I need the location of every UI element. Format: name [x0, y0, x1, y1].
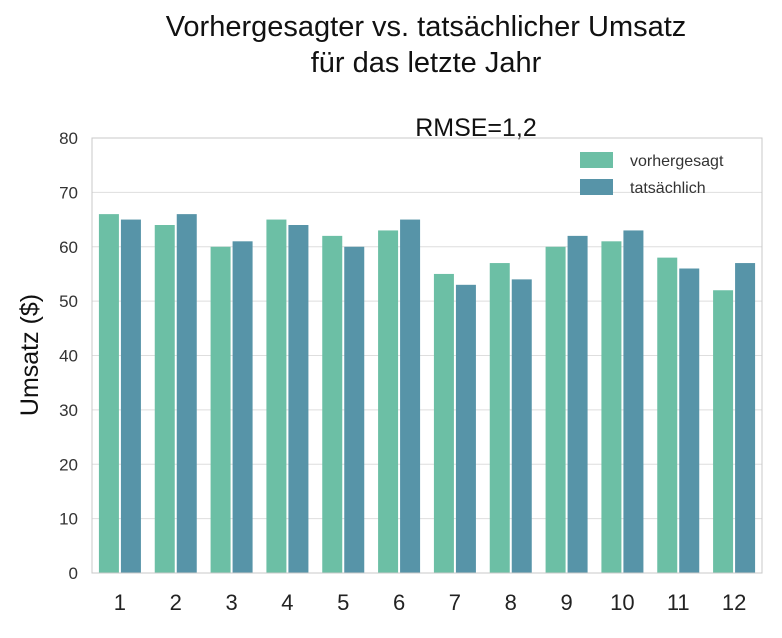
bar-actual-5: [344, 246, 365, 573]
bar-actual-1: [120, 219, 141, 573]
bar-predicted-2: [154, 225, 175, 573]
x-tick-label: 1: [114, 590, 126, 615]
y-tick-labels: 0 10 20 30 40 50 60 70 80: [59, 129, 78, 583]
y-tick-label: 60: [59, 238, 78, 257]
x-tick-label: 6: [393, 590, 405, 615]
y-tick-label: 50: [59, 292, 78, 311]
chart-title-line-1: Vorhergesagter vs. tatsächlicher Umsatz: [166, 11, 687, 43]
y-tick-label: 20: [59, 455, 78, 474]
x-tick-label: 9: [560, 590, 572, 615]
y-axis-label: Umsatz ($): [16, 294, 44, 416]
bar-actual-10: [623, 230, 644, 573]
bar-predicted-4: [266, 219, 287, 573]
bar-actual-7: [455, 284, 476, 573]
x-tick-label: 12: [722, 590, 746, 615]
rmse-annotation: RMSE=1,2: [415, 114, 537, 142]
bar-actual-6: [400, 219, 421, 573]
x-tick-label: 5: [337, 590, 349, 615]
y-tick-label: 70: [59, 183, 78, 202]
bar-predicted-6: [378, 230, 399, 573]
bar-predicted-11: [657, 257, 678, 573]
y-tick-label: 0: [69, 564, 78, 583]
bars: [98, 214, 756, 573]
y-tick-label: 80: [59, 129, 78, 148]
bar-predicted-9: [545, 246, 566, 573]
x-tick-label: 7: [449, 590, 461, 615]
bar-predicted-3: [210, 246, 231, 573]
bar-actual-2: [176, 214, 197, 573]
x-tick-label: 10: [610, 590, 634, 615]
legend-label-actual: tatsächlich: [630, 180, 706, 197]
chart-title-line-2: für das letzte Jahr: [311, 47, 542, 79]
bar-actual-11: [679, 268, 700, 573]
x-tick-labels: 1 2 3 4 5 6 7 8 9 10 11 12: [114, 590, 747, 615]
bar-actual-3: [232, 241, 253, 573]
bar-predicted-12: [713, 290, 734, 573]
bar-predicted-1: [98, 214, 119, 573]
bar-actual-9: [567, 235, 588, 573]
legend-swatch-actual: [580, 179, 613, 195]
legend: vorhergesagt tatsächlich: [580, 152, 724, 197]
bar-predicted-10: [601, 241, 622, 573]
legend-swatch-predicted: [580, 152, 613, 168]
x-tick-label: 4: [281, 590, 293, 615]
chart-title: Vorhergesagter vs. tatsächlicher Umsatz …: [166, 11, 687, 79]
x-tick-label: 8: [505, 590, 517, 615]
x-tick-label: 11: [667, 590, 690, 615]
x-tick-label: 2: [170, 590, 182, 615]
y-tick-label: 30: [59, 401, 78, 420]
y-tick-label: 10: [59, 510, 78, 529]
bar-predicted-8: [489, 263, 510, 573]
x-tick-label: 3: [225, 590, 237, 615]
bar-predicted-7: [433, 273, 454, 573]
bar-actual-4: [288, 225, 309, 573]
y-tick-label: 40: [59, 347, 78, 366]
legend-label-predicted: vorhergesagt: [630, 153, 724, 170]
bar-actual-8: [511, 279, 532, 573]
plot-frame: [91, 137, 763, 574]
bar-predicted-5: [322, 235, 343, 573]
bar-actual-12: [735, 263, 756, 573]
